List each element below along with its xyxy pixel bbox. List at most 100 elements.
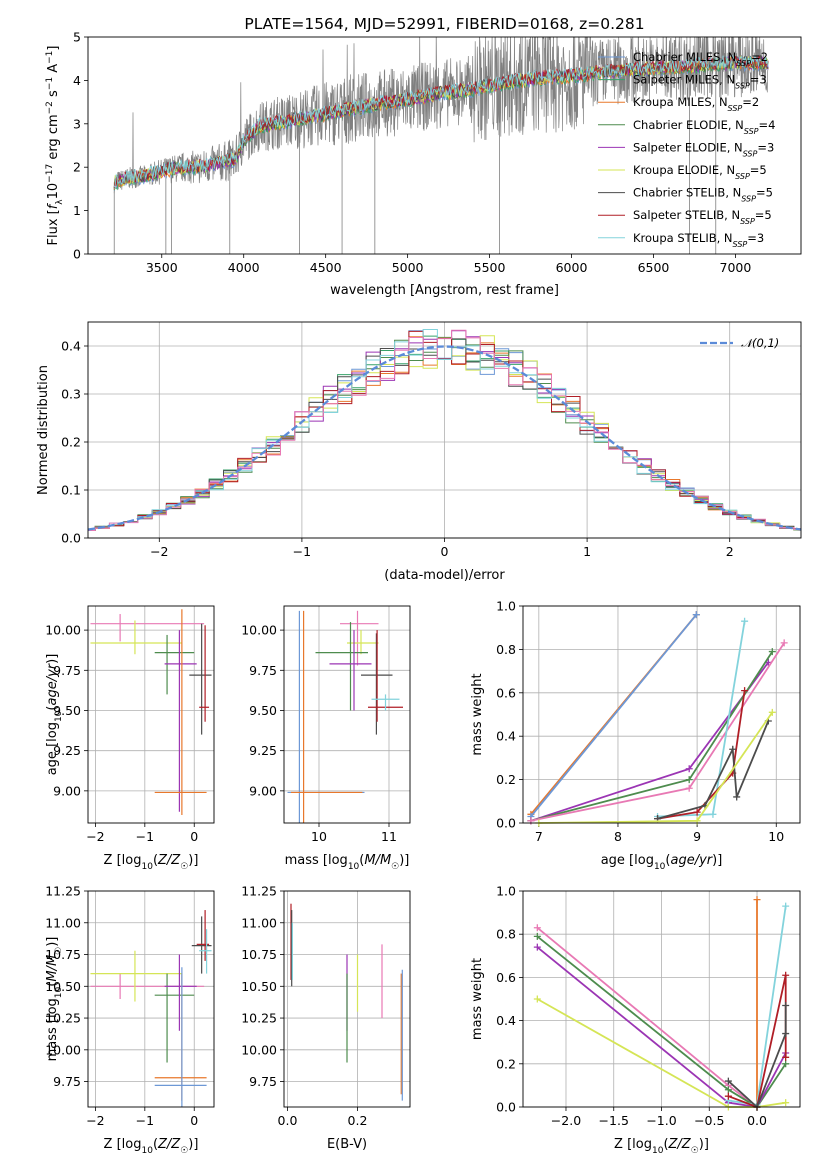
y-tick-label: 11.00 bbox=[45, 915, 81, 930]
x-axis-label: mass [log10(M/M☉)] bbox=[285, 853, 410, 872]
mass-weight-line bbox=[530, 614, 697, 818]
mass-weight-point bbox=[729, 745, 737, 753]
mass-weight-point bbox=[782, 1060, 790, 1068]
y-tick-label: 0.8 bbox=[496, 927, 516, 942]
y-tick-label: 0.4 bbox=[496, 729, 516, 744]
axes-age-vs-Z: −2 −1 0 9.00 9.25 9.50 9.75 10.00 bbox=[45, 606, 214, 844]
y-tick-label: 10.00 bbox=[241, 1042, 277, 1057]
axes-frame bbox=[283, 605, 411, 824]
legend-label: Salpeter MILES, NSSP=3 bbox=[633, 73, 767, 91]
y-axis-label: age [log10(age/yr)] bbox=[45, 654, 64, 776]
y-tick-label: 9.25 bbox=[53, 743, 81, 758]
mass-weight-point bbox=[533, 932, 541, 940]
y-axis-label: Flux [fλ10−17 erg cm−2 s−1 A−1] bbox=[45, 46, 65, 246]
x-tick-label: 0 bbox=[441, 544, 449, 559]
y-tick-label: 10.00 bbox=[45, 1042, 81, 1057]
mass-weight-point bbox=[741, 687, 749, 695]
y-axis-label: mass weight bbox=[470, 673, 485, 755]
mass-weight-line bbox=[536, 946, 787, 1108]
x-tick-label: 4500 bbox=[310, 260, 342, 275]
y-tick-label: 10.50 bbox=[45, 979, 81, 994]
mass-weight-point bbox=[768, 648, 776, 656]
x-tick-label: 5000 bbox=[392, 260, 424, 275]
y-tick-label: 9.50 bbox=[53, 703, 81, 718]
mass-weight-point bbox=[724, 1086, 732, 1094]
mass-weight-point bbox=[782, 1099, 790, 1107]
x-tick-label: 3500 bbox=[146, 260, 178, 275]
mass-weight-point bbox=[533, 924, 541, 932]
axes-spectrum: 3500 4000 4500 5000 5500 6000 6500 7000 0 1 2 3 4 5 bbox=[73, 30, 751, 276]
x-tick-label: −2 bbox=[86, 829, 104, 844]
x-tick-label: 0 bbox=[190, 829, 198, 844]
mass-weight-point bbox=[782, 1030, 790, 1038]
x-tick-label: 5500 bbox=[474, 260, 506, 275]
y-tick-label: 1.0 bbox=[496, 884, 516, 899]
mass-weight-point bbox=[685, 765, 693, 773]
x-tick-label: 11 bbox=[381, 829, 397, 844]
mass-weight-point bbox=[724, 1092, 732, 1100]
y-tick-label: 1.0 bbox=[496, 599, 516, 614]
y-tick-label: 9.75 bbox=[53, 1074, 81, 1089]
mass-weight-line bbox=[727, 1005, 787, 1109]
x-tick-label: −1 bbox=[136, 829, 154, 844]
mass-weight-point bbox=[693, 808, 701, 816]
x-axis-label: Z [log10(Z/Z☉)] bbox=[614, 1137, 709, 1156]
mass-weight-line bbox=[657, 621, 746, 818]
y-tick-label: 3 bbox=[73, 116, 81, 131]
y-tick-label: 0.3 bbox=[61, 387, 81, 402]
spectrum-plot bbox=[113, 37, 769, 254]
y-tick-label: 0.4 bbox=[496, 1013, 516, 1028]
y-tick-label: 9.25 bbox=[249, 743, 277, 758]
errorbars-age-vs-mass bbox=[287, 610, 403, 823]
x-tick-label: −1.0 bbox=[646, 1113, 676, 1128]
y-tick-label: 5 bbox=[73, 30, 81, 45]
mass-weight-line bbox=[536, 935, 787, 1109]
y-tick-label: 9.00 bbox=[249, 783, 277, 798]
legend-label: 𝒩(0,1) bbox=[741, 336, 779, 350]
y-tick-label: 0.8 bbox=[496, 642, 516, 657]
y-tick-label: 0.0 bbox=[496, 816, 516, 831]
mass-weight-point bbox=[782, 902, 790, 910]
x-tick-label: 7000 bbox=[720, 260, 752, 275]
x-tick-label: 10 bbox=[768, 829, 784, 844]
axes-age-vs-mass: 10 11 9.00 9.25 9.50 9.75 10.00 bbox=[241, 606, 410, 844]
lines-massweight-vs-Z bbox=[533, 896, 790, 1111]
legend-label: Salpeter ELODIE, NSSP=3 bbox=[633, 140, 774, 158]
axes-frame bbox=[522, 890, 801, 1108]
y-tick-label: 9.00 bbox=[53, 783, 81, 798]
axes-frame bbox=[522, 605, 801, 824]
residuals-plot bbox=[88, 329, 801, 531]
y-tick-label: 0.2 bbox=[496, 772, 516, 787]
mass-weight-point bbox=[733, 793, 741, 801]
y-tick-label: 11.00 bbox=[241, 915, 277, 930]
y-tick-label: 4 bbox=[73, 73, 81, 88]
x-tick-label: 6000 bbox=[556, 260, 588, 275]
y-tick-label: 11.25 bbox=[45, 884, 81, 899]
y-tick-label: 0.1 bbox=[61, 483, 81, 498]
y-tick-label: 10.25 bbox=[241, 1011, 277, 1026]
y-tick-label: 0.2 bbox=[496, 1056, 516, 1071]
x-tick-label: 9 bbox=[693, 829, 701, 844]
axes-frame bbox=[283, 890, 411, 1108]
x-tick-label: 2 bbox=[726, 544, 734, 559]
x-axis-label: Z [log10(Z/Z☉)] bbox=[104, 1137, 199, 1156]
y-tick-label: 11.25 bbox=[241, 884, 277, 899]
errorbars-mass-vs-Z bbox=[90, 910, 212, 1107]
x-tick-label: −1 bbox=[293, 544, 311, 559]
mass-weight-point bbox=[692, 611, 700, 619]
mass-weight-point bbox=[685, 784, 693, 792]
y-tick-label: 10.75 bbox=[241, 947, 277, 962]
mass-weight-point bbox=[768, 708, 776, 716]
mass-weight-point bbox=[533, 943, 541, 951]
legend-label: Chabrier ELODIE, NSSP=4 bbox=[633, 118, 775, 136]
x-tick-label: −2.0 bbox=[551, 1113, 581, 1128]
x-tick-label: 0.0 bbox=[747, 1113, 767, 1128]
mass-weight-point bbox=[782, 1001, 790, 1009]
mass-weight-point bbox=[741, 617, 749, 625]
x-tick-label: −1.5 bbox=[599, 1113, 629, 1128]
axes-frame bbox=[87, 890, 215, 1108]
x-tick-label: 6500 bbox=[638, 260, 670, 275]
y-tick-label: 1 bbox=[73, 203, 81, 218]
x-tick-label: 7 bbox=[535, 829, 543, 844]
axes-massweight-vs-age: 7 8 9 10 0.0 0.2 0.4 0.6 0.8 1.0 bbox=[496, 599, 800, 844]
